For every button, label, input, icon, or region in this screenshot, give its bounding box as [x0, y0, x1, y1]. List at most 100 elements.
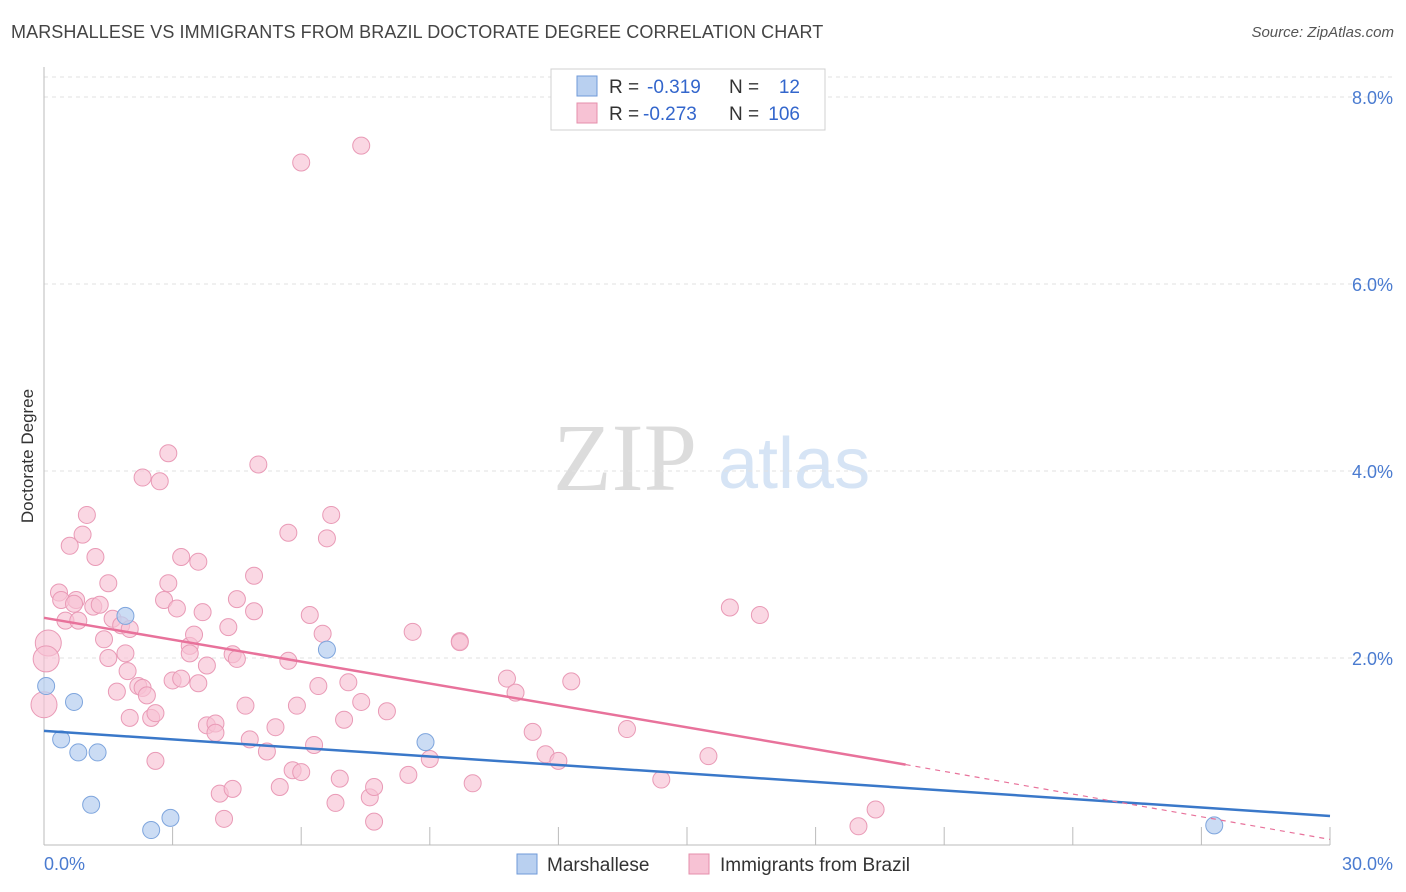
- brazil-point-82: [352, 136, 371, 155]
- brazil-point-52: [219, 618, 238, 637]
- watermark-zip: ZIP: [553, 404, 697, 511]
- marshallese-point-7: [142, 821, 161, 840]
- y-tick-label-2: 6.0%: [1352, 275, 1393, 295]
- axes: [43, 67, 1331, 846]
- brazil-point-14: [90, 595, 109, 614]
- legend-r-value-2: -0.273: [643, 104, 697, 125]
- bottom-legend-label-marshallese: Marshallese: [547, 855, 649, 876]
- brazil-point-76: [326, 793, 345, 812]
- x-tick-label-max: 30.0%: [1342, 854, 1393, 874]
- brazil-point-97: [549, 751, 568, 770]
- brazil-point-1: [32, 645, 60, 673]
- y-axis-title: Doctorate Degree: [18, 389, 37, 523]
- brazil-point-31: [133, 468, 152, 487]
- brazil-point-65: [279, 523, 298, 542]
- brazil-point-93: [497, 669, 516, 688]
- brazil-point-56: [227, 649, 246, 668]
- brazil-point-78: [330, 769, 349, 788]
- trend-line-brazil-extension: [905, 763, 1331, 840]
- brazil-point-42: [180, 644, 199, 663]
- brazil-point-26: [120, 708, 139, 727]
- brazil-point-99: [617, 720, 636, 739]
- trend-line-marshallese: [43, 729, 1331, 818]
- brazil-point-62: [257, 742, 276, 761]
- brazil-point-51: [215, 809, 234, 828]
- brazil-point-74: [313, 624, 332, 643]
- brazil-point-12: [86, 548, 105, 567]
- brazil-point-80: [339, 673, 358, 692]
- brazil-point-92: [463, 774, 482, 793]
- brazil-point-7: [73, 525, 92, 544]
- brazil-point-39: [172, 669, 191, 688]
- legend-n-label-2: N =: [729, 104, 759, 125]
- marshallese-point-8: [161, 808, 180, 827]
- y-tick-label-0: 2.0%: [1352, 649, 1393, 669]
- marshallese-point-6: [116, 606, 135, 625]
- brazil-point-44: [193, 603, 212, 622]
- brazil-point-29: [146, 704, 165, 723]
- brazil-point-33: [159, 444, 178, 463]
- brazil-point-32: [150, 472, 169, 491]
- brazil-point-81: [352, 692, 371, 711]
- grid-lines: [44, 76, 1393, 659]
- chart-title: MARSHALLESE VS IMMIGRANTS FROM BRAZIL DO…: [11, 22, 824, 42]
- marshallese-point-0: [37, 677, 56, 696]
- series-brazil-points: [30, 136, 885, 836]
- marshallese-point-11: [1205, 816, 1224, 835]
- brazil-point-75: [317, 529, 336, 548]
- brazil-point-46: [197, 656, 216, 675]
- brazil-point-30: [146, 751, 165, 770]
- brazil-point-6: [60, 536, 79, 555]
- brazil-point-100: [652, 770, 671, 789]
- trend-line-brazil: [43, 616, 906, 766]
- legend-r-label-2: R =: [609, 104, 639, 125]
- brazil-point-63: [266, 718, 285, 737]
- brazil-point-64: [270, 778, 289, 797]
- brazil-point-101: [699, 747, 718, 766]
- marshallese-point-1: [65, 692, 84, 711]
- brazil-point-88: [403, 622, 422, 641]
- marshallese-point-3: [69, 743, 88, 762]
- brazil-point-86: [377, 702, 396, 721]
- brazil-point-72: [305, 735, 324, 754]
- brazil-point-73: [309, 677, 328, 696]
- legend-n-label-1: N =: [729, 77, 759, 98]
- marshallese-point-9: [317, 640, 336, 659]
- brazil-point-85: [365, 812, 384, 831]
- legend-swatch-marshallese: [576, 75, 598, 97]
- brazil-point-27: [137, 686, 156, 705]
- series-marshallese-points: [37, 606, 1224, 840]
- legend-n-value-1: 12: [779, 77, 800, 98]
- brazil-point-17: [95, 630, 114, 649]
- brazil-point-37: [172, 548, 191, 567]
- brazil-point-77: [322, 505, 341, 524]
- stats-legend: R = -0.319 N = 12 R = -0.273 N = 106: [550, 68, 826, 131]
- marshallese-point-10: [416, 733, 435, 752]
- brazil-point-19: [107, 682, 126, 701]
- brazil-point-95: [523, 722, 542, 741]
- brazil-point-84: [365, 778, 384, 797]
- brazil-point-71: [300, 605, 319, 624]
- brazil-point-69: [292, 763, 311, 782]
- brazil-point-91: [450, 633, 469, 652]
- brazil-point-70: [292, 153, 311, 172]
- bottom-legend: Marshallese Immigrants from Brazil: [516, 853, 910, 876]
- y-tick-labels: 2.0% 4.0% 6.0% 8.0%: [1352, 88, 1393, 669]
- brazil-point-9: [69, 611, 88, 630]
- brazil-point-68: [287, 696, 306, 715]
- legend-r-label-1: R =: [609, 77, 639, 98]
- brazil-point-103: [750, 605, 769, 624]
- brazil-point-60: [245, 566, 264, 585]
- brazil-point-11: [65, 594, 84, 613]
- brazil-point-43: [189, 552, 208, 571]
- brazil-point-36: [167, 599, 186, 618]
- brazil-point-79: [335, 710, 354, 729]
- brazil-point-18: [99, 649, 118, 667]
- brazil-point-54: [223, 779, 242, 798]
- legend-n-value-2: 106: [768, 104, 800, 125]
- marshallese-point-4: [88, 743, 107, 762]
- legend-swatch-brazil: [576, 102, 598, 124]
- bottom-legend-swatch-brazil: [688, 853, 710, 875]
- brazil-point-98: [562, 672, 581, 691]
